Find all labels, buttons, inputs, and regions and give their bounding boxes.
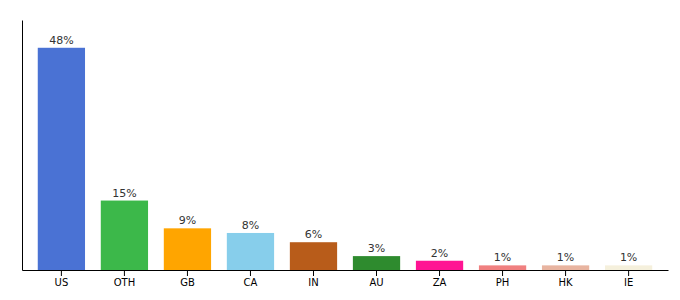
x-tick-label: PH [496, 277, 510, 288]
x-tick-mark [61, 270, 62, 276]
x-tick-label: AU [369, 277, 383, 288]
data-label: 15% [112, 187, 136, 200]
data-labels: 48% 15% 9% 8% 6% 3% 2% 1% 1% 1% [49, 34, 637, 265]
x-tick: AU [369, 270, 383, 288]
data-label: 8% [242, 219, 259, 232]
x-tick-mark [502, 270, 503, 276]
x-axis: US OTH GB CA IN AU ZA PH HK IE [23, 270, 669, 288]
x-tick-mark [439, 270, 440, 276]
x-tick-mark [124, 270, 125, 276]
plot: US OTH GB CA IN AU ZA PH HK IE 48% 15% 9% 8% 6% 3% 2% 1% 1… [23, 21, 669, 289]
x-tick: HK [559, 270, 574, 288]
x-tick-label: IE [624, 277, 633, 288]
data-label: 3% [368, 242, 385, 255]
bar [542, 265, 589, 270]
bars [38, 48, 652, 270]
data-label: 2% [431, 247, 448, 260]
x-tick: ZA [433, 270, 447, 288]
x-tick: CA [244, 270, 258, 288]
x-tick-label: CA [244, 277, 258, 288]
x-tick-mark [628, 270, 629, 276]
x-tick-mark [313, 270, 314, 276]
x-axis-line [23, 270, 669, 271]
bar [353, 256, 400, 270]
x-tick-label: IN [308, 277, 318, 288]
x-tick-label: HK [559, 277, 574, 288]
x-tick-mark [187, 270, 188, 276]
bar [227, 233, 274, 270]
x-tick: GB [180, 270, 195, 288]
x-tick: PH [496, 270, 510, 288]
x-tick-mark [376, 270, 377, 276]
bar [605, 265, 652, 270]
data-label: 6% [305, 228, 322, 241]
y-axis-line [22, 21, 23, 271]
bar [416, 261, 463, 270]
x-tick: US [55, 270, 69, 288]
data-label: 1% [494, 251, 511, 264]
data-label: 9% [179, 214, 196, 227]
y-axis [22, 21, 23, 271]
x-tick-label: US [55, 277, 69, 288]
x-tick-label: GB [180, 277, 195, 288]
x-tick: IN [308, 270, 318, 288]
bar [479, 265, 526, 270]
x-tick: OTH [114, 270, 136, 288]
x-tick-mark [565, 270, 566, 276]
bar [164, 228, 211, 270]
chart: US OTH GB CA IN AU ZA PH HK IE 48% 15% 9% 8% 6% 3% 2% 1% 1… [0, 0, 680, 300]
data-label: 1% [557, 251, 574, 264]
x-tick-mark [250, 270, 251, 276]
x-tick-label: OTH [114, 277, 136, 288]
x-tick-label: ZA [433, 277, 447, 288]
bar [101, 201, 148, 270]
bar [290, 242, 337, 270]
bar [38, 48, 85, 270]
x-tick: IE [624, 270, 633, 288]
data-label: 1% [620, 251, 637, 264]
data-label: 48% [49, 34, 73, 47]
